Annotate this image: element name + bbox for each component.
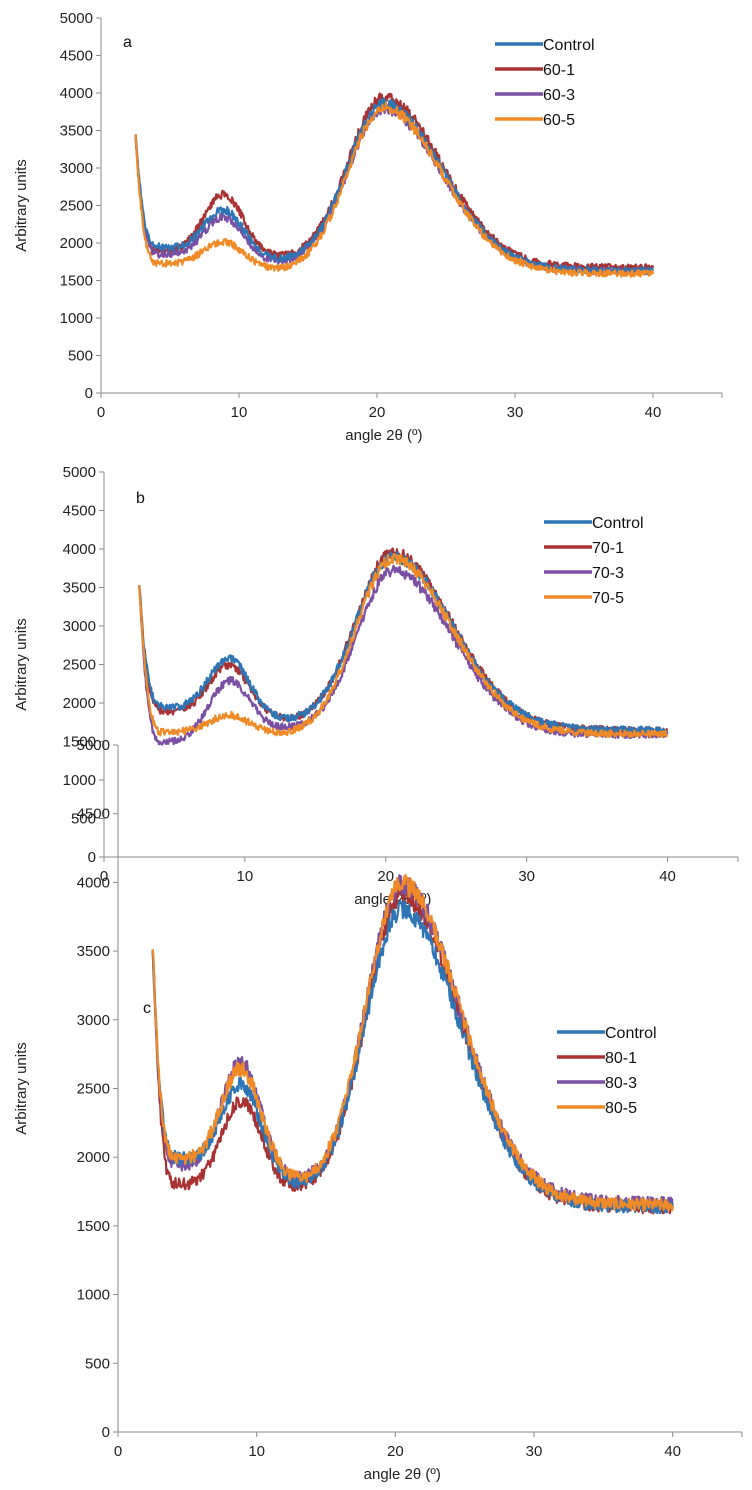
series-line-80-1	[151, 884, 674, 1215]
legend-entry: 70-5	[592, 590, 624, 607]
x-tick-label: 0	[114, 1443, 122, 1460]
x-tick-label: 10	[237, 868, 254, 885]
x-tick-label: 30	[526, 1443, 543, 1460]
legend-entry: 60-3	[543, 87, 575, 104]
y-tick-label: 1500	[60, 273, 93, 290]
panel-letter: c	[143, 1000, 151, 1017]
y-tick-label: 2500	[77, 1081, 110, 1098]
y-tick-label: 3500	[60, 123, 93, 140]
y-tick-label: 5000	[60, 10, 93, 27]
y-tick-label: 1000	[63, 772, 96, 789]
legend-entry: 80-3	[605, 1075, 637, 1092]
legend-entry: Control	[605, 1025, 657, 1042]
y-tick-label: 500	[85, 1355, 110, 1372]
series-line-80-5	[151, 874, 674, 1212]
x-tick-label: 40	[659, 868, 676, 885]
y-tick-label: 4500	[77, 806, 110, 823]
y-axis-label: Arbitrary units	[13, 159, 30, 252]
y-tick-label: 2000	[60, 235, 93, 252]
y-tick-label: 500	[68, 348, 93, 365]
x-tick-label: 30	[518, 868, 535, 885]
series-line-80-3	[151, 874, 674, 1210]
y-tick-label: 0	[102, 1424, 110, 1441]
y-tick-label: 3500	[77, 943, 110, 960]
y-tick-label: 3000	[77, 1012, 110, 1029]
y-tick-label: 1000	[60, 310, 93, 327]
series-line-control	[134, 97, 655, 276]
x-axis-label: angle 2θ (º)	[345, 427, 422, 444]
y-axis-label: Arbitrary units	[13, 1042, 30, 1135]
y-tick-label: 4000	[77, 874, 110, 891]
x-tick-label: 30	[507, 404, 524, 421]
x-tick-label: 10	[248, 1443, 265, 1460]
series-line-60-3	[134, 104, 654, 276]
chart-panel-a: 0 500 1000 1500 2000 2500 3000 3500 4000 4500 5000…	[13, 10, 723, 444]
legend-entry: 80-5	[605, 1100, 637, 1117]
chart-panel-c: 0500100015002000250030003500400045005000…	[13, 737, 743, 1483]
x-tick-label: 20	[387, 1443, 404, 1460]
y-tick-label: 3000	[60, 160, 93, 177]
legend-entry: 70-1	[592, 540, 624, 557]
x-tick-label: 40	[645, 404, 662, 421]
y-tick-label: 2000	[77, 1149, 110, 1166]
chart-panel-b: 0 500 1000 1500 2000 2500 3000 3500 4000 4500 5000…	[13, 464, 739, 908]
y-tick-label: 2000	[63, 695, 96, 712]
y-tick-label: 4500	[63, 503, 96, 520]
series-line-control	[151, 900, 674, 1215]
y-tick-label: 1500	[63, 734, 96, 751]
y-tick-label: 2500	[60, 198, 93, 215]
x-tick-label: 20	[377, 868, 394, 885]
legend-entry: Control	[543, 37, 595, 54]
panel-letter: b	[136, 490, 145, 507]
x-axis-label: angle 2θ (º)	[364, 1466, 441, 1483]
series-line-60-5	[134, 101, 655, 278]
x-tick-label: 10	[231, 404, 248, 421]
legend-entry: Control	[592, 515, 644, 532]
y-tick-label: 4000	[60, 85, 93, 102]
legend-entry: 70-3	[592, 565, 624, 582]
series-line-70-5	[138, 552, 669, 739]
y-tick-label: 0	[88, 849, 96, 866]
y-tick-label: 4000	[63, 541, 96, 558]
legend-entry: 80-1	[605, 1050, 637, 1067]
legend-entry: 60-5	[543, 112, 575, 129]
y-tick-label: 2500	[63, 657, 96, 674]
x-tick-label: 20	[369, 404, 386, 421]
y-tick-label: 0	[85, 385, 93, 402]
x-tick-label: 0	[97, 404, 105, 421]
y-tick-label: 3500	[63, 580, 96, 597]
x-tick-label: 0	[100, 868, 108, 885]
legend-entry: 60-1	[543, 62, 575, 79]
y-tick-label: 4500	[60, 48, 93, 65]
y-tick-label: 5000	[77, 737, 110, 754]
panel-letter: a	[123, 34, 132, 51]
y-axis-label: Arbitrary units	[13, 618, 30, 711]
y-tick-label: 1500	[77, 1218, 110, 1235]
y-tick-label: 3000	[63, 618, 96, 635]
y-tick-label: 1000	[77, 1287, 110, 1304]
y-tick-label: 5000	[63, 464, 96, 481]
series-line-control	[138, 550, 669, 735]
x-tick-label: 40	[664, 1443, 681, 1460]
y-tick-label: 500	[71, 811, 96, 828]
